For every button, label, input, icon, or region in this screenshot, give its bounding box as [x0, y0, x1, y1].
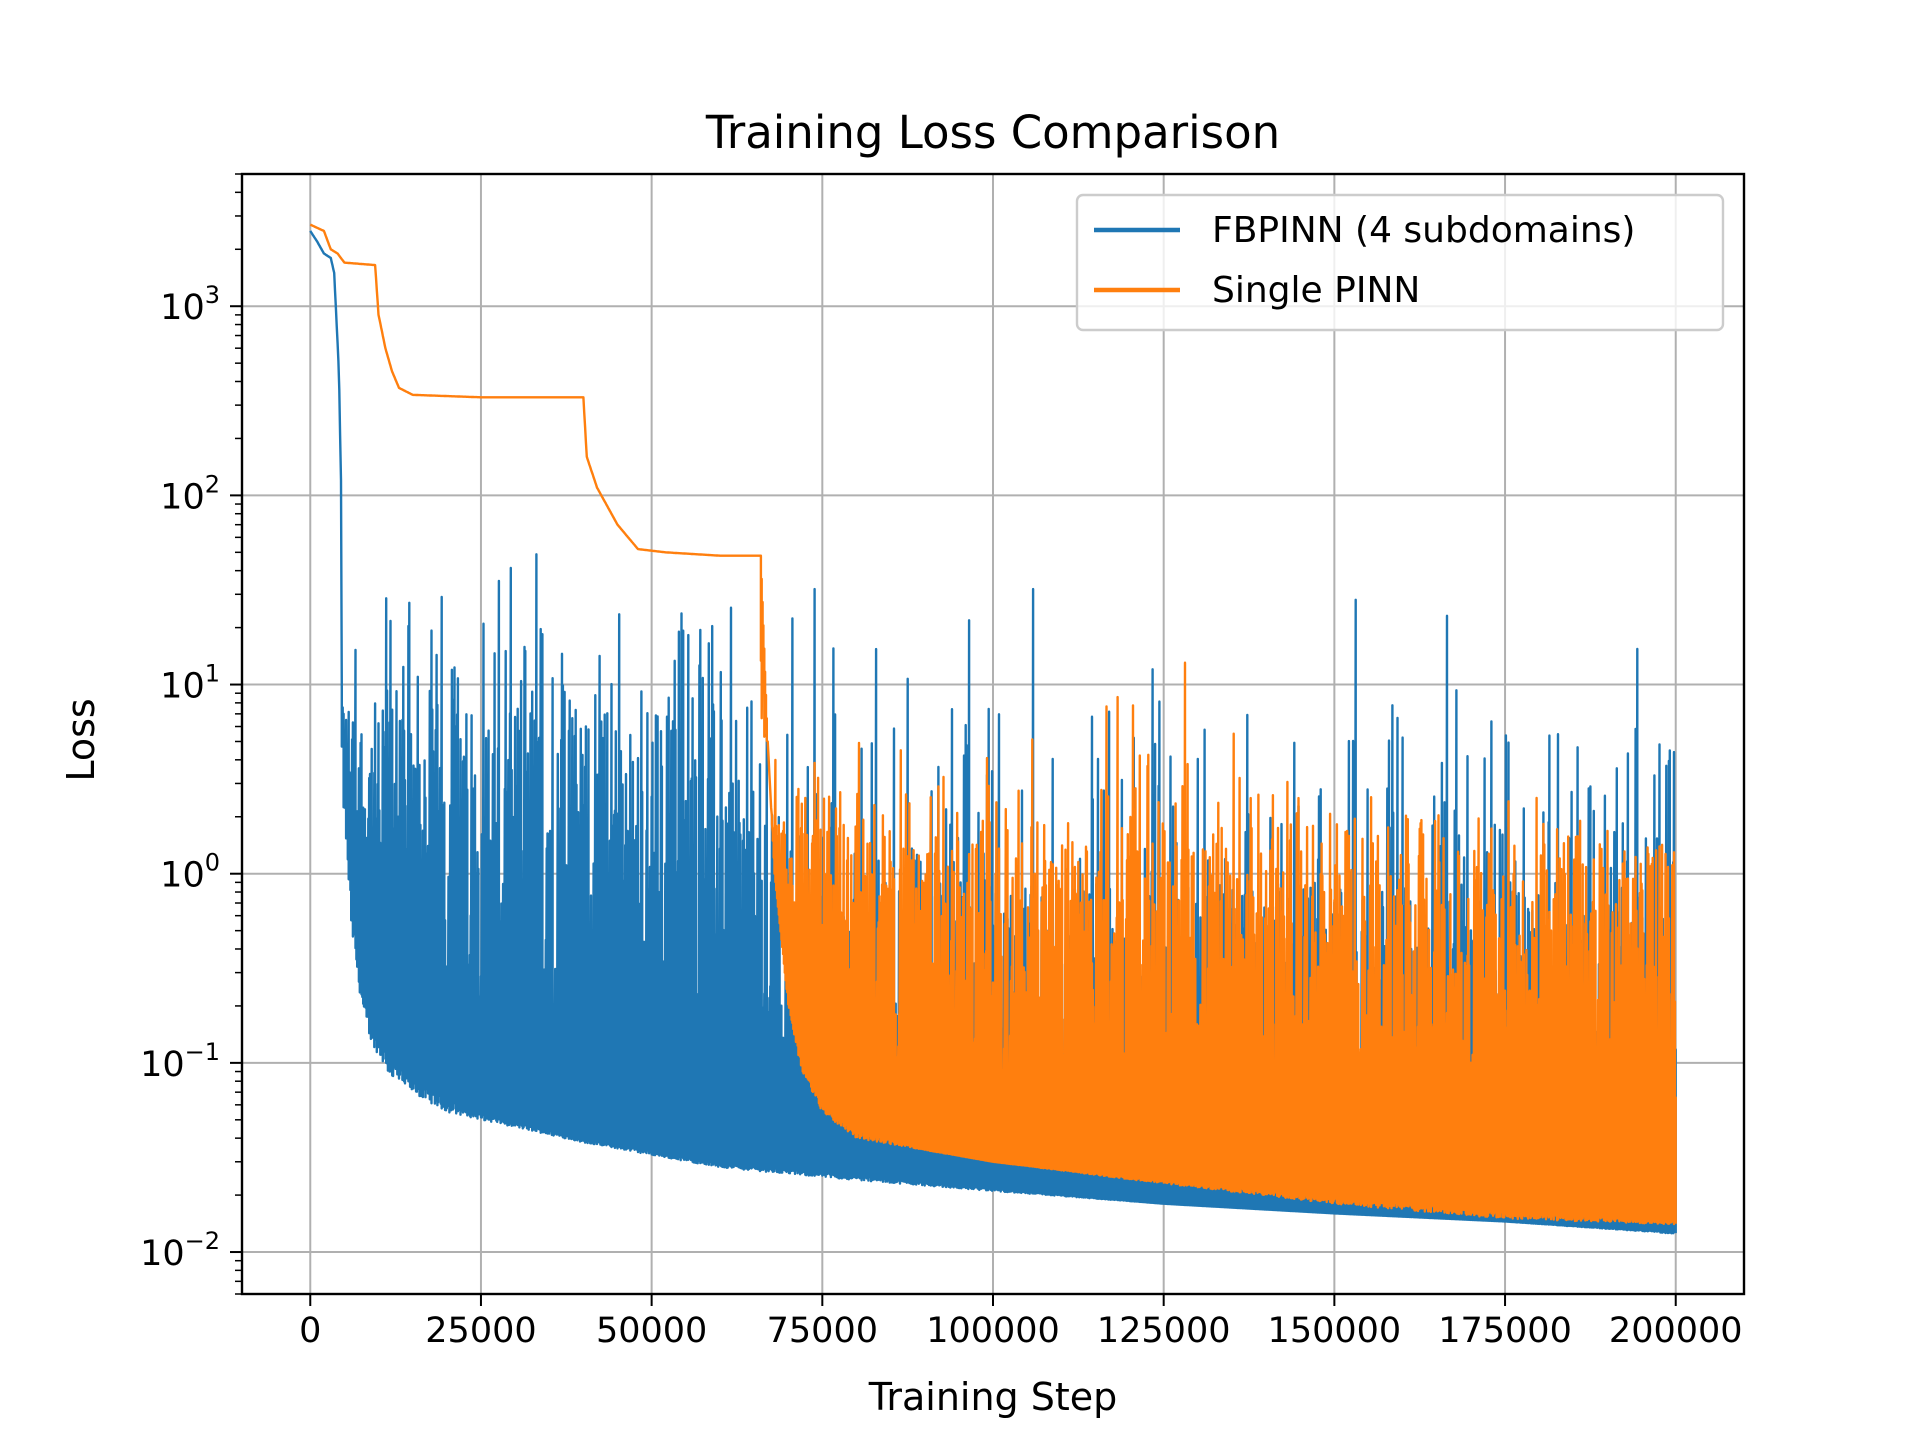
- x-tick-label: 0: [299, 1311, 321, 1351]
- x-tick-label: 50000: [596, 1311, 707, 1351]
- x-tick-label: 175000: [1438, 1311, 1572, 1351]
- legend: FBPINN (4 subdomains) Single PINN: [1075, 193, 1725, 332]
- y-axis-label: Loss: [59, 698, 103, 781]
- legend-label-fbpinn: FBPINN (4 subdomains): [1212, 210, 1635, 251]
- x-tick-label: 100000: [926, 1311, 1060, 1351]
- chart-title: Training Loss Comparison: [705, 106, 1280, 159]
- series-single-pinn-line: [309, 223, 1677, 1226]
- legend-box: [1075, 193, 1725, 332]
- y-tick-label: 10−1: [140, 1038, 220, 1085]
- y-tick-label: 103: [160, 281, 220, 328]
- y-tick-label: 101: [160, 660, 220, 707]
- y-tick-label: 102: [160, 470, 220, 517]
- x-tick-label: 150000: [1268, 1311, 1402, 1351]
- x-axis: 0 25000 50000 75000 100000 125000 150000 175000…: [299, 1294, 1743, 1351]
- x-tick-label: 75000: [767, 1311, 878, 1351]
- series-layer: [309, 223, 1677, 1235]
- legend-label-single-pinn: Single PINN: [1212, 270, 1420, 311]
- x-tick-label: 25000: [425, 1311, 536, 1351]
- y-tick-label: 10−2: [140, 1227, 220, 1274]
- y-axis: 10−2 10−1 100 101 102 103: [140, 173, 242, 1295]
- x-tick-label: 200000: [1609, 1311, 1743, 1351]
- y-tick-label: 100: [160, 849, 220, 896]
- x-axis-label: Training Step: [868, 1375, 1118, 1419]
- x-tick-label: 125000: [1097, 1311, 1231, 1351]
